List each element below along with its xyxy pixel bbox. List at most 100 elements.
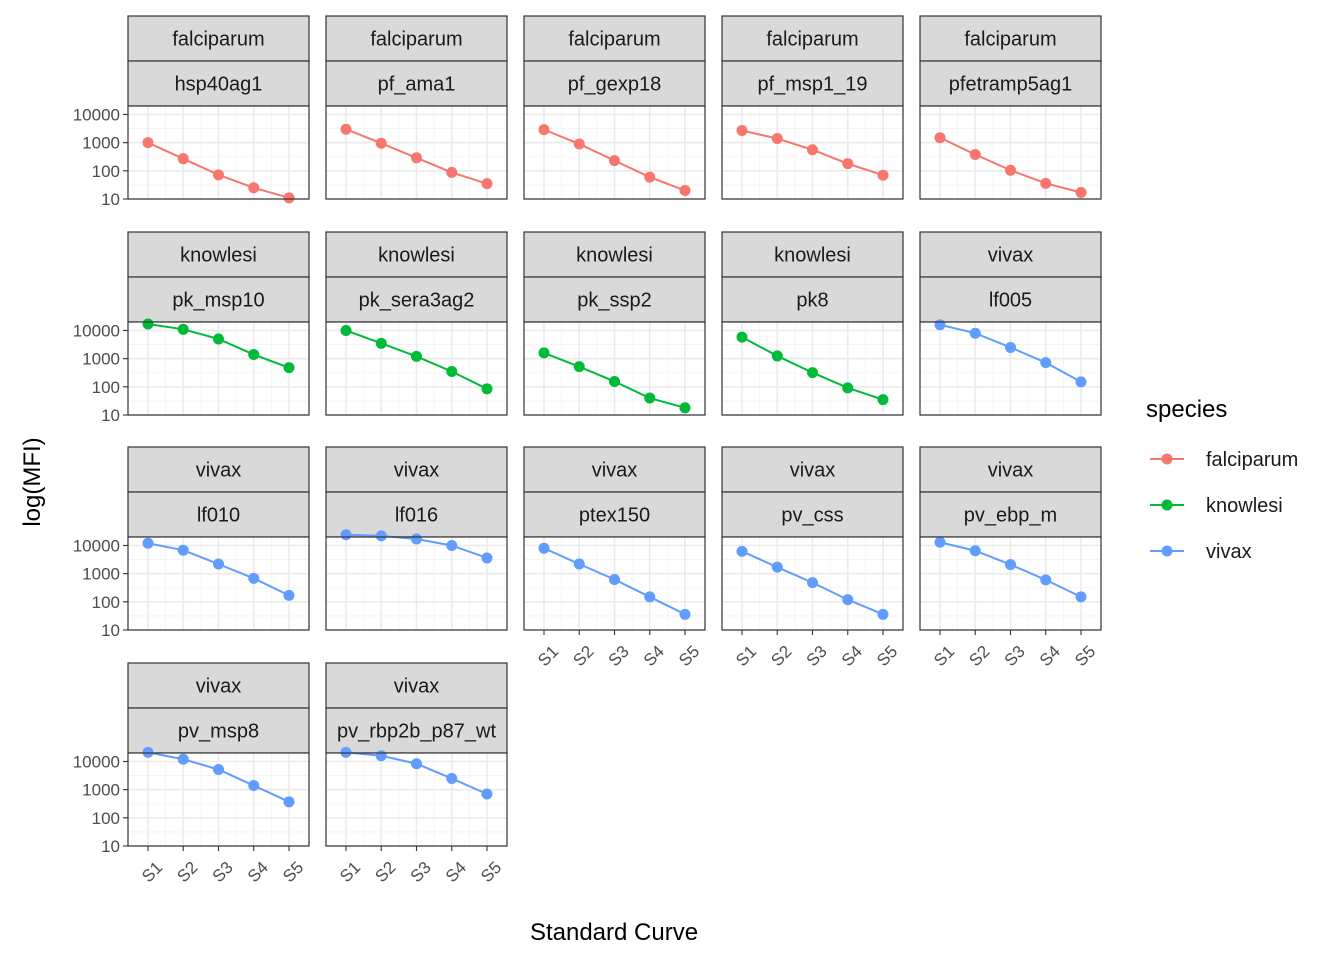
x-tick-label: S3 bbox=[1001, 642, 1029, 670]
data-point bbox=[177, 753, 189, 765]
strip-species-label: vivax bbox=[394, 460, 440, 482]
data-point bbox=[538, 542, 550, 554]
data-point bbox=[213, 763, 224, 775]
panel-border bbox=[127, 536, 310, 631]
strip-antigen-label: lf010 bbox=[197, 505, 240, 527]
facet-panel: vivax lf005 bbox=[919, 231, 1102, 416]
data-point bbox=[807, 577, 818, 589]
strip-species-label: vivax bbox=[196, 676, 242, 698]
panel-border bbox=[721, 321, 904, 416]
data-point bbox=[213, 169, 224, 181]
data-point bbox=[842, 158, 854, 170]
data-point bbox=[446, 365, 458, 377]
data-point bbox=[807, 144, 818, 156]
data-point bbox=[842, 382, 854, 394]
strip-species-box bbox=[721, 446, 904, 493]
legend-key-point bbox=[1161, 545, 1173, 557]
strip-species-box bbox=[127, 662, 310, 709]
data-point bbox=[573, 558, 585, 570]
x-tick-label: S1 bbox=[732, 642, 760, 670]
facet-panel: falciparum pf_gexp18 bbox=[523, 15, 706, 200]
strip-species-label: falciparum bbox=[964, 29, 1056, 51]
strip-antigen-box bbox=[325, 60, 508, 107]
data-point bbox=[934, 319, 946, 331]
data-point bbox=[446, 539, 458, 551]
x-tick-label: S2 bbox=[371, 858, 399, 886]
x-axis-title: Standard Curve bbox=[530, 919, 698, 946]
x-tick-label: S5 bbox=[477, 858, 505, 886]
strip-species-box bbox=[721, 231, 904, 278]
strip-antigen-box bbox=[721, 276, 904, 323]
data-point bbox=[213, 333, 224, 345]
strip-species-label: falciparum bbox=[172, 29, 264, 51]
strip-species-box bbox=[919, 231, 1102, 278]
data-point bbox=[1005, 341, 1016, 353]
y-tick-label: 10 bbox=[101, 621, 120, 640]
strip-antigen-label: pk_sera3ag2 bbox=[359, 290, 475, 312]
data-point bbox=[934, 536, 946, 548]
x-tick-label: S4 bbox=[442, 858, 470, 886]
x-tick-label: S2 bbox=[569, 642, 597, 670]
data-point bbox=[411, 350, 422, 362]
facet-panel: vivax lf016 bbox=[325, 446, 508, 631]
legend-label: falciparum bbox=[1206, 449, 1298, 471]
panel-border bbox=[325, 536, 508, 631]
strip-species-label: vivax bbox=[988, 460, 1034, 482]
strip-species-box bbox=[523, 231, 706, 278]
data-point bbox=[1040, 574, 1052, 586]
facet-panel: falciparum pf_msp1_19 bbox=[721, 15, 904, 200]
x-tick-label: S3 bbox=[605, 642, 633, 670]
data-point bbox=[877, 169, 889, 181]
strip-species-label: vivax bbox=[394, 676, 440, 698]
strip-species-label: vivax bbox=[196, 460, 242, 482]
legend-label: vivax bbox=[1206, 541, 1252, 563]
x-tick-label: S3 bbox=[803, 642, 831, 670]
data-point bbox=[375, 137, 387, 149]
strip-antigen-box bbox=[127, 491, 310, 538]
x-tick-label: S2 bbox=[767, 642, 795, 670]
panel-border bbox=[919, 321, 1102, 416]
data-point bbox=[481, 788, 493, 800]
facet-panel: falciparum pfetramp5ag1 bbox=[919, 15, 1102, 200]
panel-border bbox=[523, 105, 706, 200]
legend-key-point bbox=[1161, 499, 1173, 511]
strip-antigen-box bbox=[325, 276, 508, 323]
y-tick-label: 1000 bbox=[82, 134, 120, 153]
strip-antigen-box bbox=[127, 276, 310, 323]
y-tick-label: 100 bbox=[92, 378, 120, 397]
data-point bbox=[969, 545, 981, 557]
data-point bbox=[481, 383, 493, 395]
data-point bbox=[736, 331, 748, 343]
legend-title: species bbox=[1146, 396, 1227, 423]
data-point bbox=[142, 318, 154, 330]
strip-species-label: falciparum bbox=[766, 29, 858, 51]
y-tick-label: 10000 bbox=[73, 105, 120, 124]
x-tick-label: S3 bbox=[209, 858, 237, 886]
data-point bbox=[283, 589, 295, 601]
strip-species-label: knowlesi bbox=[576, 245, 653, 267]
strip-species-label: knowlesi bbox=[180, 245, 257, 267]
y-tick-label: 1000 bbox=[82, 781, 120, 800]
strip-antigen-box bbox=[721, 60, 904, 107]
y-tick-label: 100 bbox=[92, 593, 120, 612]
facet-panel: vivax pv_ebp_m S1 S2 S3 S4 S5 bbox=[919, 446, 1102, 670]
data-point bbox=[248, 182, 260, 194]
data-point bbox=[679, 608, 691, 620]
y-tick-label: 10000 bbox=[73, 321, 120, 340]
data-point bbox=[609, 375, 620, 387]
data-point bbox=[213, 558, 224, 570]
facet-panel: falciparum pf_ama1 bbox=[325, 15, 508, 200]
data-point bbox=[877, 394, 889, 406]
facet-panel: falciparum hsp40ag1 10 100 1000 10000 bbox=[73, 15, 310, 209]
x-tick-label: S4 bbox=[244, 858, 272, 886]
strip-species-box bbox=[523, 446, 706, 493]
facet-panel: vivax ptex150 S1 S2 S3 S4 S5 bbox=[523, 446, 706, 670]
data-point bbox=[609, 574, 620, 586]
facet-panel: knowlesi pk_ssp2 bbox=[523, 231, 706, 416]
legend-item: vivax bbox=[1150, 541, 1252, 563]
data-point bbox=[807, 367, 818, 379]
y-tick-label: 100 bbox=[92, 162, 120, 181]
x-tick-label: S1 bbox=[336, 858, 364, 886]
y-tick-label: 1000 bbox=[82, 565, 120, 584]
